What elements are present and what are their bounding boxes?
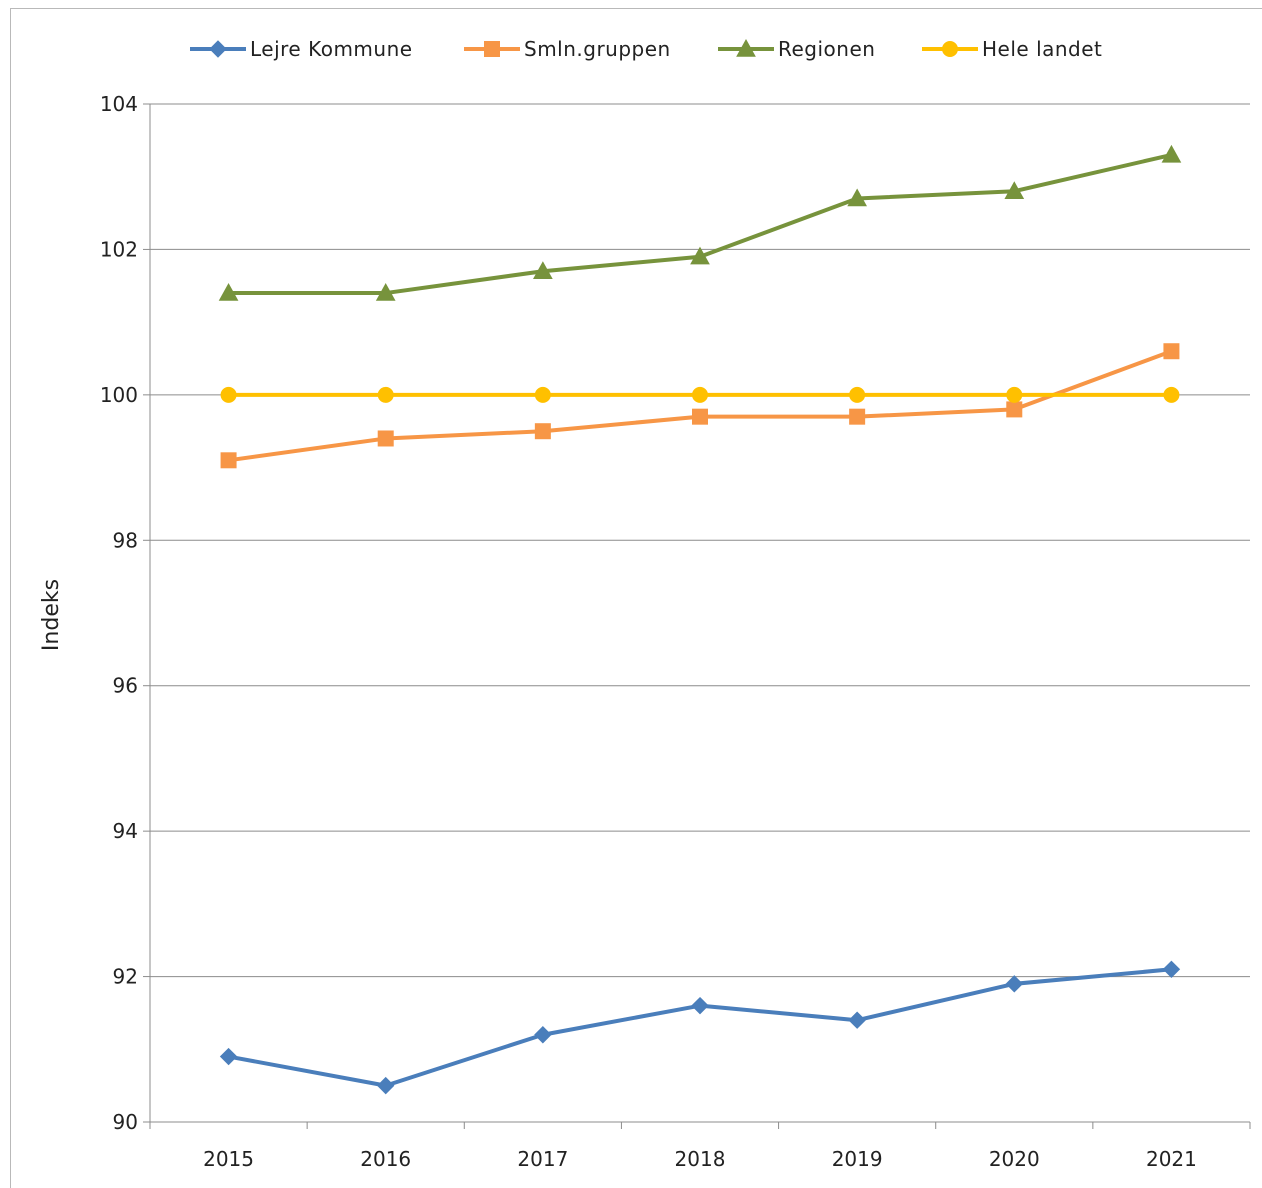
x-tick-label: 2019 <box>832 1147 883 1171</box>
data-point <box>1004 181 1025 199</box>
x-tick-label: 2015 <box>203 1147 254 1171</box>
data-point <box>218 283 239 301</box>
legend-label: Regionen <box>778 37 875 61</box>
data-point <box>377 1076 395 1095</box>
series-hele-landet <box>220 386 1180 403</box>
x-tick-labels: 2015 2016 2017 2018 2019 2020 2021 <box>203 1147 1197 1171</box>
chart-frame <box>10 8 1262 1188</box>
data-point <box>377 386 394 403</box>
series-smln-gruppen <box>220 343 1180 469</box>
data-point <box>849 408 866 425</box>
data-point <box>533 261 553 279</box>
series-line <box>226 349 1174 463</box>
data-point <box>692 386 708 403</box>
series-regionen <box>218 144 1182 301</box>
y-tick-label: 96 <box>113 674 138 698</box>
y-tick-label: 92 <box>113 965 138 989</box>
grid-lines <box>150 103 1250 978</box>
data-point <box>219 1047 238 1066</box>
data-point <box>534 1026 552 1044</box>
x-tick-label: 2018 <box>675 1147 726 1171</box>
y-axis-title: Indeks <box>39 579 64 651</box>
data-point <box>220 452 237 469</box>
legend-marker <box>209 40 227 58</box>
x-tick-label: 2021 <box>1146 1147 1197 1171</box>
legend-entry: Regionen <box>718 37 875 61</box>
y-tick-label: 100 <box>100 383 138 407</box>
legend-entry: Lejre Kommune <box>190 37 413 61</box>
data-point <box>691 996 709 1015</box>
data-point <box>692 408 708 425</box>
y-tick-label: 98 <box>113 528 138 552</box>
y-tick-label: 102 <box>100 237 138 261</box>
x-tick-label: 2017 <box>517 1147 568 1171</box>
legend: Lejre Kommune Smln.gruppen Regionen Hele la… <box>190 37 1102 61</box>
data-point <box>377 430 394 447</box>
y-tick-label: 104 <box>100 92 138 116</box>
series <box>218 144 1182 1095</box>
series-lejre-kommune <box>219 960 1181 1095</box>
legend-label: Smln.gruppen <box>524 37 671 61</box>
data-point <box>375 283 396 301</box>
data-point <box>220 386 237 403</box>
legend-label: Lejre Kommune <box>250 37 413 61</box>
data-point <box>1163 386 1180 403</box>
legend-marker <box>484 41 500 57</box>
axes <box>143 103 1251 1129</box>
data-point <box>534 386 551 403</box>
data-point <box>534 423 551 440</box>
data-point <box>1005 975 1023 993</box>
data-point <box>1163 343 1180 360</box>
data-point <box>848 1011 866 1029</box>
legend-entry: Smln.gruppen <box>464 37 671 61</box>
y-tick-label: 94 <box>113 819 138 843</box>
data-point <box>847 188 867 207</box>
series-line <box>226 152 1174 296</box>
series-line <box>226 967 1174 1088</box>
legend-label: Hele landet <box>982 37 1102 61</box>
x-tick-label: 2016 <box>360 1147 411 1171</box>
data-point <box>1006 386 1023 403</box>
legend-marker <box>736 38 756 57</box>
data-point <box>1162 960 1181 979</box>
legend-marker <box>942 41 958 57</box>
y-tick-labels: 90 92 94 96 98 100 102 104 <box>100 92 138 1134</box>
y-tick-label: 90 <box>113 1110 138 1134</box>
data-point <box>690 246 710 265</box>
legend-entry: Hele landet <box>922 37 1102 61</box>
data-point <box>1161 144 1182 163</box>
x-tick-label: 2020 <box>989 1147 1040 1171</box>
data-point <box>849 386 866 403</box>
data-point <box>1006 401 1023 418</box>
